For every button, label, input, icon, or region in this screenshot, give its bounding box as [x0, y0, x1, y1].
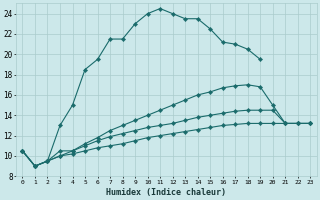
X-axis label: Humidex (Indice chaleur): Humidex (Indice chaleur) [106, 188, 226, 197]
